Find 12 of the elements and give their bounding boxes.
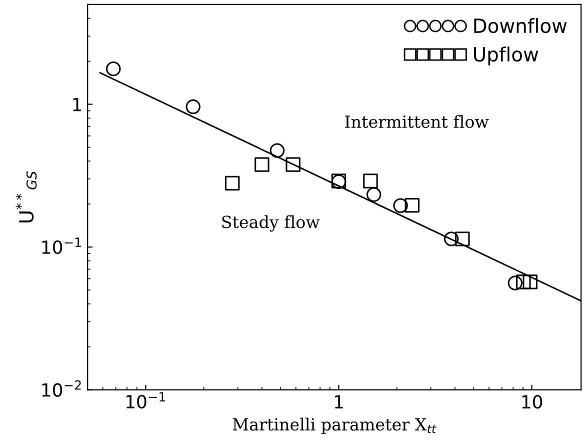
y-tick-label: 1 [73,98,82,112]
y-axis-title: U$^{**}$$_{GS}$ [16,171,37,222]
legend-label: Downflow [474,18,567,34]
y-tick-label: 10$^{−2}$ [42,380,81,397]
legend-label: Upflow [474,46,538,66]
annotation: Steady flow [222,215,320,232]
y-tick-label: 10$^{−1}$ [42,238,81,254]
annotation: Intermittent flow [345,115,489,128]
x-axis-title: Martinelli parameter X$_{tt}$ [232,418,436,434]
x-tick-label: 10 [522,395,542,409]
x-tick-label: 10$^{−1}$ [126,392,166,409]
x-tick-label: 1 [334,395,343,408]
